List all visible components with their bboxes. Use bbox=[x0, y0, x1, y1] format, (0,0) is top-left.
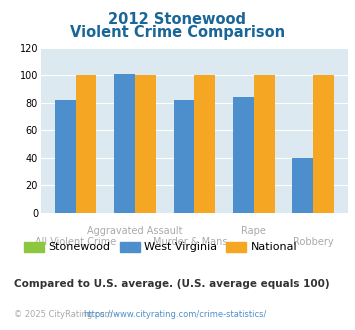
Bar bbox=[233, 97, 254, 213]
Bar bbox=[135, 75, 156, 213]
Bar bbox=[174, 100, 195, 213]
Bar bbox=[313, 75, 334, 213]
Text: Violent Crime Comparison: Violent Crime Comparison bbox=[70, 25, 285, 40]
Text: Robbery: Robbery bbox=[293, 237, 333, 247]
Text: Compared to U.S. average. (U.S. average equals 100): Compared to U.S. average. (U.S. average … bbox=[14, 279, 330, 289]
Bar bbox=[55, 100, 76, 213]
Text: © 2025 CityRating.com -: © 2025 CityRating.com - bbox=[14, 310, 121, 319]
Legend: Stonewood, West Virginia, National: Stonewood, West Virginia, National bbox=[20, 237, 301, 257]
Text: Murder & Mans...: Murder & Mans... bbox=[153, 237, 236, 247]
Bar bbox=[293, 158, 313, 213]
Bar bbox=[254, 75, 274, 213]
Text: Aggravated Assault: Aggravated Assault bbox=[87, 226, 183, 236]
Text: All Violent Crime: All Violent Crime bbox=[35, 237, 116, 247]
Text: https://www.cityrating.com/crime-statistics/: https://www.cityrating.com/crime-statist… bbox=[83, 310, 267, 319]
Bar bbox=[114, 74, 135, 213]
Bar bbox=[195, 75, 215, 213]
Text: 2012 Stonewood: 2012 Stonewood bbox=[109, 12, 246, 26]
Text: Rape: Rape bbox=[241, 226, 266, 236]
Bar bbox=[76, 75, 96, 213]
